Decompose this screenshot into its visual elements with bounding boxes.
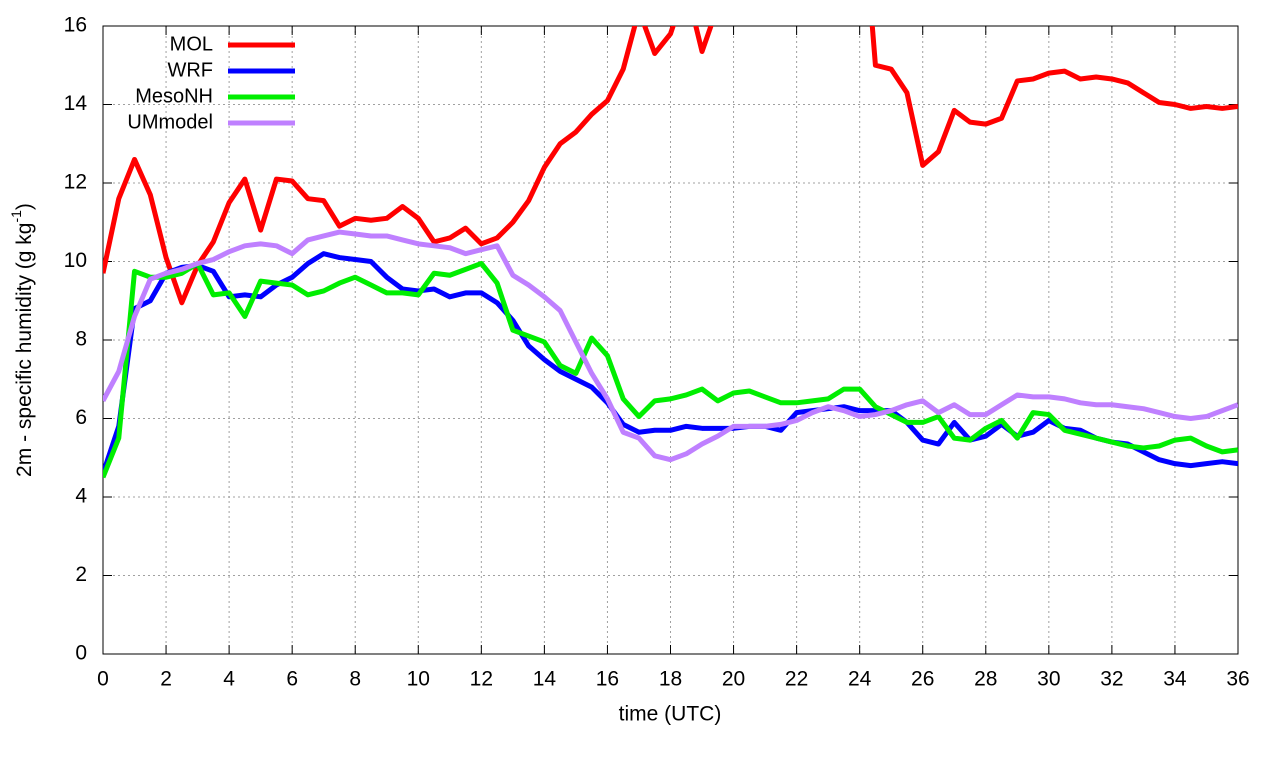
legend-label: MesoNH <box>135 85 213 107</box>
y-tick-label: 12 <box>64 171 87 194</box>
x-tick-label: 0 <box>97 668 109 691</box>
series-line <box>103 260 1238 479</box>
y-tick-label: 8 <box>75 328 87 351</box>
x-tick-label: 16 <box>596 668 619 691</box>
x-tick-label: 10 <box>407 668 430 691</box>
y-axis-label-main: 2m - specific humidity (g kg <box>13 223 36 477</box>
series-line <box>103 229 1238 463</box>
series-line <box>103 251 1238 475</box>
y-tick-label: 10 <box>64 249 87 272</box>
y-axis-label: 2m - specific humidity (g kg-1) <box>8 203 36 477</box>
x-tick-label: 22 <box>785 668 808 691</box>
x-axis-label: time (UTC) <box>619 703 722 726</box>
y-axis-label-end: ) <box>13 203 36 210</box>
x-tick-label: 30 <box>1037 668 1060 691</box>
y-axis-label-sup: -1 <box>8 210 24 223</box>
legend-label: WRF <box>167 59 213 81</box>
x-tick-label: 36 <box>1226 668 1249 691</box>
x-tick-label: 12 <box>470 668 493 691</box>
x-tick-label: 2 <box>160 668 172 691</box>
x-tick-label: 24 <box>848 668 872 691</box>
x-tick-label: 20 <box>722 668 745 691</box>
x-tick-label: 14 <box>533 668 557 691</box>
y-tick-label: 0 <box>75 642 87 665</box>
y-tick-label: 16 <box>64 14 87 37</box>
y-tick-label: 4 <box>75 485 87 508</box>
legend-label: MOL <box>170 33 213 55</box>
x-tick-label: 34 <box>1163 668 1187 691</box>
x-tick-label: 6 <box>286 668 298 691</box>
y-tick-label: 14 <box>64 92 88 115</box>
x-tick-label: 4 <box>223 668 235 691</box>
series-line <box>103 26 1238 306</box>
x-tick-label: 28 <box>974 668 997 691</box>
legend-label: UMmodel <box>127 111 213 133</box>
x-tick-label: 32 <box>1100 668 1123 691</box>
x-tick-label: 8 <box>349 668 361 691</box>
x-tick-label: 18 <box>659 668 682 691</box>
x-tick-label: 26 <box>911 668 934 691</box>
y-tick-label: 2 <box>75 563 87 586</box>
y-tick-label: 6 <box>75 406 87 429</box>
